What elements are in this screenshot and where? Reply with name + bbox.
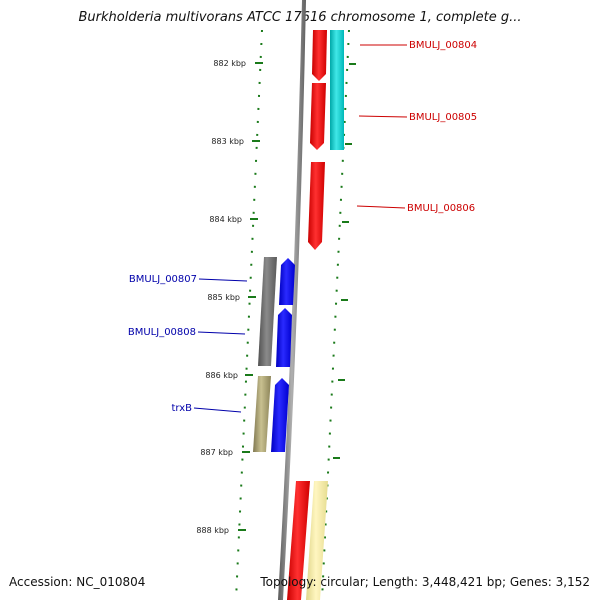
yellow-feature: [306, 481, 328, 600]
gene-label[interactable]: BMULJ_00805: [409, 112, 477, 123]
gray-feature: [258, 257, 277, 366]
gene-label[interactable]: trxB: [171, 403, 192, 414]
reverse-strand-features: [253, 257, 295, 452]
map-title: Burkholderia multivorans ATCC 17616 chro…: [78, 10, 522, 25]
gene-feature-bmulj-00805[interactable]: [310, 83, 326, 150]
accession-label: Accession: NC_010804: [9, 575, 146, 589]
outer-ring-ticks: [333, 63, 356, 459]
chromosome-backbone: [278, 0, 306, 600]
gene-label[interactable]: BMULJ_00807: [129, 274, 197, 285]
scale-label: 887 kbp: [200, 448, 233, 457]
gene-feature-bmulj-00804[interactable]: [312, 30, 327, 81]
gene-feature-bmulj-00806[interactable]: [308, 162, 325, 250]
scale-label: 882 kbp: [213, 59, 246, 68]
scale-label: 883 kbp: [211, 137, 244, 146]
gene-labels: BMULJ_00804 BMULJ_00805 BMULJ_00806 BMUL…: [128, 40, 477, 414]
label-leader-lines: [193, 44, 408, 413]
gene-label[interactable]: BMULJ_00806: [407, 203, 475, 214]
forward-strand-features: [287, 30, 344, 600]
gene-feature-bmulj-00808[interactable]: [276, 308, 292, 367]
scale-ticks: [238, 62, 263, 531]
scale-label: 884 kbp: [209, 215, 242, 224]
cyan-feature: [330, 30, 344, 150]
olive-feature: [253, 376, 271, 452]
inner-dotted-ring: [235, 29, 263, 600]
scale-label: 886 kbp: [205, 371, 238, 380]
scale-label: 885 kbp: [207, 293, 240, 302]
gene-label[interactable]: BMULJ_00804: [409, 40, 477, 51]
scale-label: 888 kbp: [196, 526, 229, 535]
topology-stats: Topology: circular; Length: 3,448,421 bp…: [260, 575, 590, 589]
gene-feature-bmulj-00807[interactable]: [279, 258, 295, 305]
red-feature[interactable]: [287, 481, 310, 600]
gene-label[interactable]: BMULJ_00808: [128, 327, 196, 338]
scale-labels: 882 kbp 883 kbp 884 kbp 885 kbp 886 kbp …: [196, 59, 246, 535]
gene-feature-trxb[interactable]: [271, 378, 289, 452]
